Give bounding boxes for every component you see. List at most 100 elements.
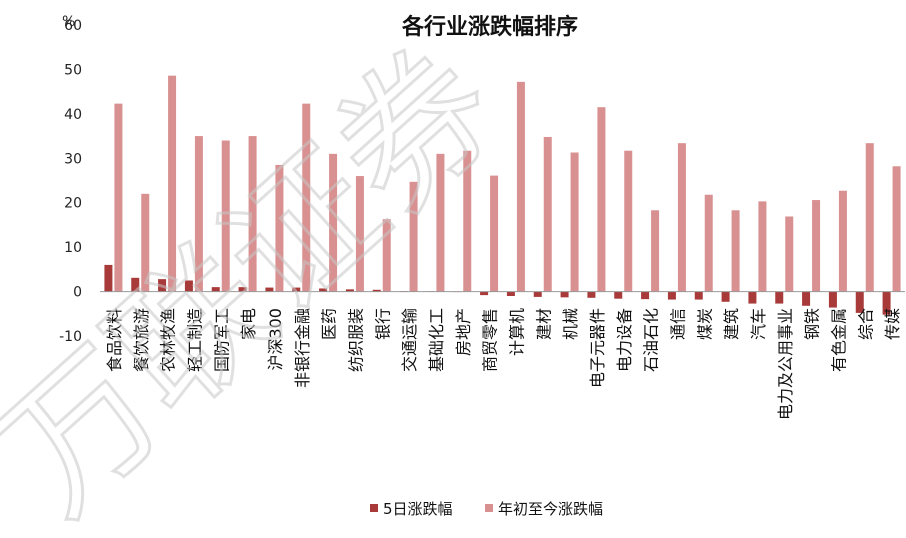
x-category-label: 建材 <box>534 308 553 340</box>
bar-ytd <box>838 190 847 292</box>
bar-ytd <box>812 200 821 292</box>
bar-5day <box>882 291 891 315</box>
bar-ytd <box>302 103 311 292</box>
bar-5day <box>828 291 837 308</box>
bar-ytd <box>516 81 525 292</box>
bar-ytd <box>785 216 794 292</box>
bar-5day <box>265 287 274 292</box>
bar-ytd <box>597 107 606 292</box>
y-tick-label: 10 <box>64 240 82 256</box>
x-category-label: 银行 <box>373 308 392 340</box>
series-5day-bars <box>104 264 891 315</box>
x-category-label: 沪深300 <box>266 308 285 371</box>
bar-ytd <box>355 176 364 292</box>
x-category-label: 电力及公用事业 <box>776 308 795 420</box>
x-category-label: 综合 <box>856 308 875 340</box>
watermark-logo: 万联证券 <box>0 16 530 538</box>
bar-ytd <box>731 210 740 292</box>
bar-ytd <box>194 136 203 292</box>
x-category-label: 基础化工 <box>427 308 446 372</box>
legend-swatch <box>485 504 493 512</box>
bar-ytd <box>892 166 901 292</box>
bar-ytd <box>436 153 445 292</box>
bar-5day <box>480 291 489 296</box>
bar-ytd <box>168 75 177 292</box>
y-axis-unit: % <box>62 14 75 30</box>
y-tick-label: 0 <box>73 285 82 301</box>
bar-ytd <box>624 150 633 292</box>
x-category-label: 非银行金融 <box>293 308 312 388</box>
x-category-label: 电力设备 <box>615 308 634 372</box>
x-category-label: 食品饮料 <box>105 308 124 372</box>
bar-ytd <box>114 103 123 292</box>
x-category-label: 建筑 <box>722 308 741 340</box>
x-category-label: 轻工制造 <box>185 308 204 372</box>
bar-5day <box>587 291 596 298</box>
x-category-label: 房地产 <box>454 308 473 356</box>
bar-ytd <box>490 175 499 292</box>
bar-5day <box>694 291 703 300</box>
x-category-label: 机械 <box>561 308 580 340</box>
bar-5day <box>372 289 381 292</box>
bar-ytd <box>704 194 713 292</box>
bar-5day <box>238 287 247 292</box>
bar-ytd <box>221 140 230 292</box>
bar-5day <box>855 291 864 313</box>
x-category-label: 纺织服装 <box>346 308 365 372</box>
bar-5day <box>667 291 676 300</box>
bar-ytd <box>248 136 257 292</box>
y-tick-label: 50 <box>64 62 82 78</box>
x-axis-categories: 食品饮料 餐饮旅游 农林牧渔 轻工制造 国防军工 家电 沪深300 非银行金融 医药 纺织服装 银行… <box>105 308 902 420</box>
x-category-label: 汽车 <box>749 308 768 340</box>
bar-5day <box>131 277 140 292</box>
bar-5day <box>802 291 811 306</box>
x-category-label: 传媒 <box>883 308 902 340</box>
y-tick-label: 60 <box>64 18 82 34</box>
x-category-label: 交通运输 <box>400 308 419 372</box>
bar-5day <box>345 289 354 292</box>
x-category-label: 煤炭 <box>695 308 714 340</box>
legend-label: 5日涨跌幅 <box>383 500 453 518</box>
bar-5day <box>641 291 650 300</box>
bar-ytd <box>677 143 686 292</box>
bar-5day <box>721 291 730 302</box>
x-category-label: 计算机 <box>507 308 526 356</box>
bar-5day <box>506 291 515 297</box>
bar-5day <box>158 279 167 292</box>
x-category-label: 电子元器件 <box>588 308 607 388</box>
y-axis: -10 0 10 20 30 40 50 60 <box>59 18 82 345</box>
x-category-label: 石油石化 <box>642 308 661 372</box>
bar-ytd <box>329 153 338 292</box>
bar-5day <box>775 291 784 304</box>
x-category-label: 商贸零售 <box>481 308 500 372</box>
bar-5day <box>560 291 569 298</box>
y-tick-label: 30 <box>64 151 82 167</box>
bar-ytd <box>651 210 660 292</box>
bar-ytd <box>865 143 874 292</box>
y-tick-label: -10 <box>59 329 82 345</box>
bar-ytd <box>275 164 284 292</box>
legend-swatch <box>370 504 378 512</box>
legend: 5日涨跌幅 年初至今涨跌幅 <box>370 500 603 518</box>
series-ytd-bars <box>114 75 901 292</box>
bar-ytd <box>570 152 579 292</box>
bar-ytd <box>382 219 391 292</box>
bar-5day <box>319 288 328 292</box>
x-category-label: 农林牧渔 <box>159 308 178 372</box>
x-category-label: 餐饮旅游 <box>132 308 151 372</box>
bar-5day <box>104 264 113 292</box>
y-tick-label: 40 <box>64 107 82 123</box>
y-tick-label: 20 <box>64 196 82 212</box>
x-category-label: 国防军工 <box>212 308 231 372</box>
bar-5day <box>748 291 757 304</box>
bar-5day <box>184 280 193 292</box>
x-category-label: 通信 <box>668 308 687 340</box>
bar-ytd <box>141 193 150 292</box>
bar-5day <box>292 287 301 292</box>
legend-label: 年初至今涨跌幅 <box>498 500 603 518</box>
x-category-label: 家电 <box>239 308 258 340</box>
bar-ytd <box>543 136 552 292</box>
bar-ytd <box>463 150 472 292</box>
x-category-label: 钢铁 <box>803 308 822 340</box>
